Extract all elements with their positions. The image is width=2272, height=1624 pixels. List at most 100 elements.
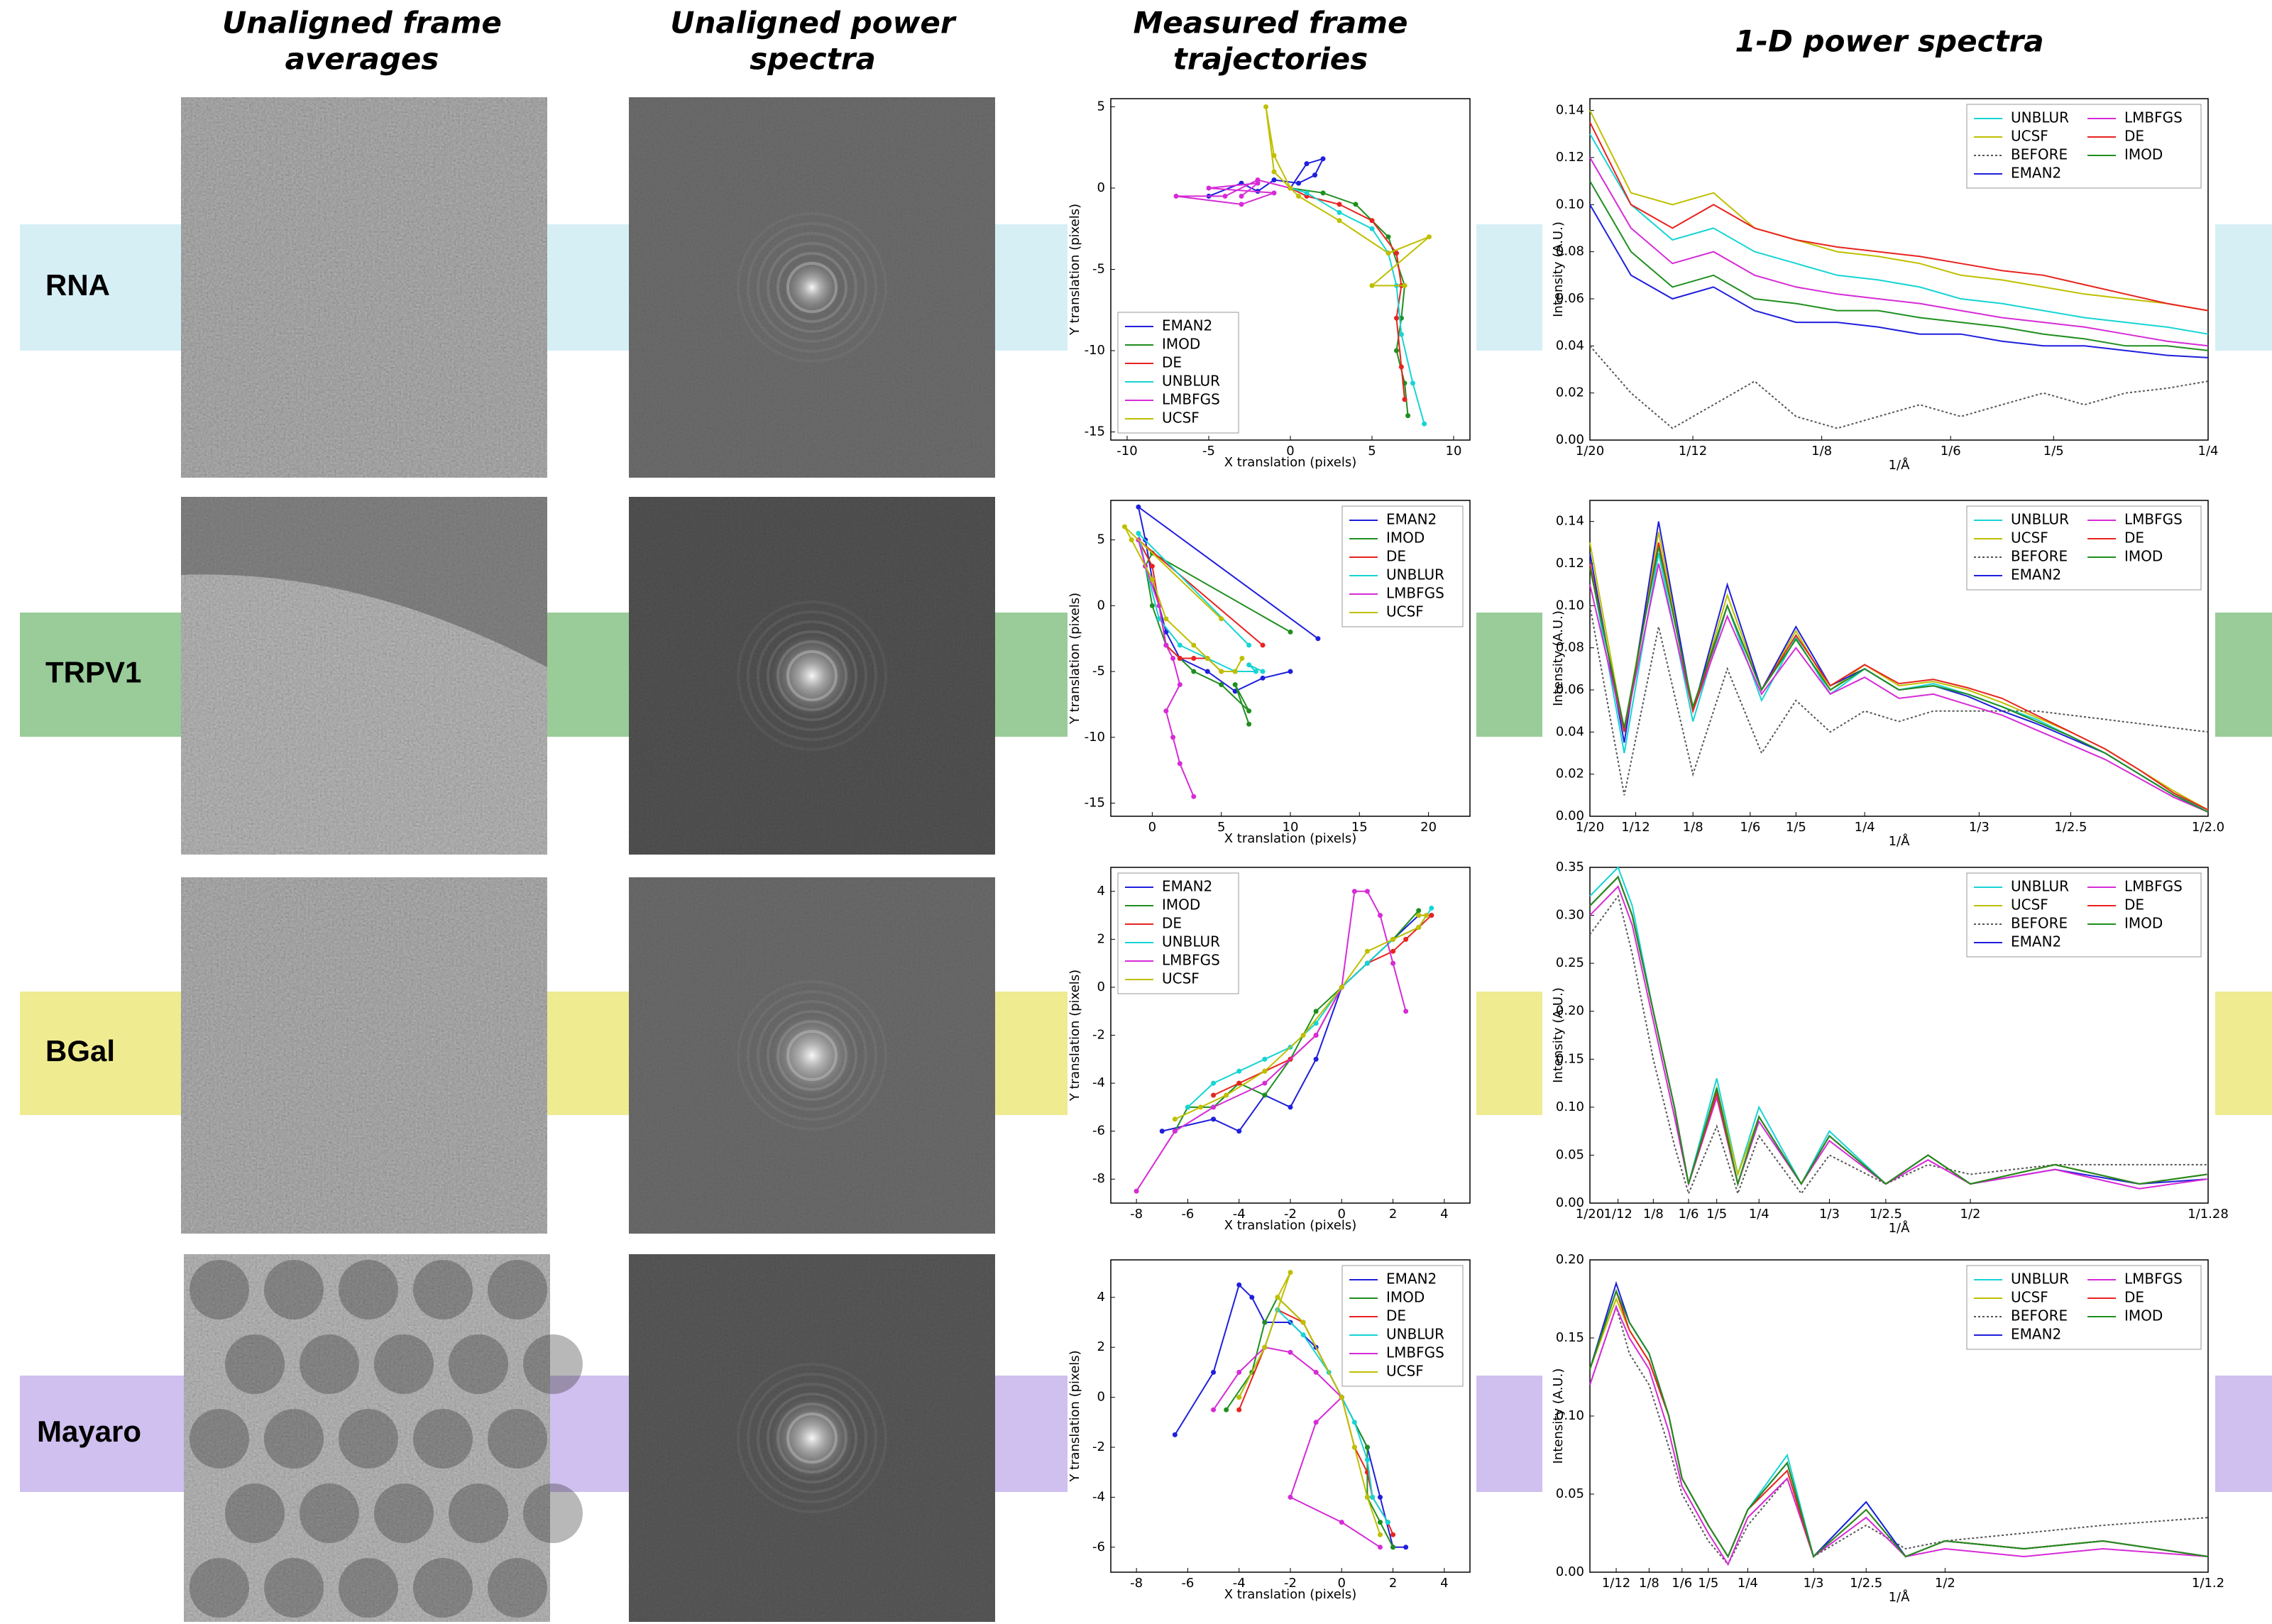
column-header: spectra	[750, 42, 876, 77]
row-label: Mayaro	[37, 1415, 141, 1448]
y-axis-label: Intensity (A.U.)	[1551, 221, 1566, 317]
y-tick-label: -2	[1092, 1028, 1105, 1043]
x-tick-label: 1/8	[1643, 1207, 1664, 1222]
x-tick-label: 1/8	[1683, 820, 1703, 835]
point	[1365, 889, 1370, 894]
particle	[264, 1558, 324, 1618]
point	[1378, 1520, 1383, 1525]
x-axis-label: 1/Å	[1889, 457, 1911, 473]
x-tick-label: 1/1.2	[2192, 1576, 2224, 1591]
x-axis-label: 1/Å	[1889, 1220, 1911, 1236]
legend-label: DE	[1386, 548, 1406, 565]
y-tick-label: 2	[1097, 1339, 1105, 1354]
point	[1236, 1370, 1241, 1375]
point	[1390, 937, 1395, 942]
point	[1262, 1057, 1267, 1062]
point	[1185, 1104, 1190, 1109]
point	[1305, 190, 1310, 195]
x-axis-label: 1/Å	[1889, 1589, 1911, 1605]
point	[1288, 1350, 1293, 1355]
point	[1427, 234, 1432, 239]
y-axis-label: Intensity (A.U.)	[1551, 610, 1566, 706]
point	[1378, 1532, 1383, 1537]
micrograph-noise	[181, 877, 547, 1234]
legend-label: DE	[1162, 354, 1182, 371]
legend-label: UNBLUR	[1386, 566, 1444, 583]
point	[1191, 656, 1196, 661]
point	[1239, 202, 1244, 207]
particle	[300, 1334, 359, 1394]
point	[1301, 1320, 1306, 1325]
point	[1403, 283, 1407, 288]
point	[1314, 1033, 1319, 1038]
legend-label: EMAN2	[2011, 933, 2061, 950]
point	[1314, 1420, 1319, 1425]
y-tick-label: 0.04	[1556, 338, 1584, 353]
point	[1352, 889, 1357, 894]
point	[1394, 316, 1399, 321]
legend-label: UNBLUR	[2011, 109, 2069, 126]
center-spot	[769, 1395, 855, 1481]
legend-label: UCSF	[2011, 530, 2048, 547]
point	[1261, 642, 1266, 647]
point	[1337, 218, 1342, 223]
point	[1272, 153, 1277, 158]
legend-label: EMAN2	[2011, 1326, 2061, 1343]
y-tick-label: 0.00	[1556, 1564, 1584, 1579]
column-header: trajectories	[1173, 42, 1368, 77]
legend-label: IMOD	[1162, 896, 1200, 914]
x-tick-label: 1/5	[1706, 1207, 1727, 1222]
particle	[264, 1260, 324, 1320]
point	[1178, 761, 1182, 766]
x-tick-label: 1/8	[1639, 1576, 1659, 1591]
y-tick-label: -5	[1092, 664, 1105, 679]
y-axis-label: Intensity (A.U.)	[1551, 987, 1566, 1083]
x-tick-label: 1/6	[1679, 1207, 1699, 1222]
point	[1399, 332, 1404, 337]
legend-label: UCSF	[1386, 603, 1424, 620]
point	[1205, 669, 1210, 674]
particle	[413, 1260, 473, 1320]
point	[1416, 913, 1421, 918]
center-spot	[784, 259, 840, 316]
point	[1191, 642, 1196, 647]
particle	[374, 1334, 434, 1394]
y-tick-label: 0.14	[1556, 103, 1584, 118]
point	[1352, 1420, 1357, 1425]
point	[1301, 1033, 1306, 1038]
legend-label: EMAN2	[2011, 165, 2061, 182]
point	[1314, 1370, 1319, 1375]
point	[1399, 364, 1404, 369]
particle	[449, 1483, 508, 1543]
point	[1261, 669, 1266, 674]
point	[1129, 537, 1134, 542]
point	[1365, 949, 1370, 954]
point	[1429, 906, 1434, 911]
x-tick-label: -6	[1181, 1576, 1194, 1591]
point	[1416, 908, 1421, 913]
x-tick-label: -10	[1116, 444, 1137, 459]
x-tick-label: 1/3	[1804, 1576, 1824, 1591]
particle	[225, 1483, 285, 1543]
particle	[523, 1334, 583, 1394]
particle	[190, 1558, 249, 1618]
y-tick-label: 0.00	[1556, 432, 1584, 447]
point	[1312, 172, 1317, 177]
y-tick-label: 4	[1097, 1290, 1105, 1305]
x-tick-label: 1/8	[1811, 444, 1832, 459]
x-tick-label: 1/2.5	[1850, 1576, 1882, 1591]
particle	[488, 1409, 547, 1469]
point	[1163, 642, 1168, 647]
legend-label: IMOD	[1386, 530, 1425, 547]
chart: 0510152050-5-10-15X translation (pixels)…	[1068, 497, 1476, 855]
y-tick-label: 4	[1097, 884, 1105, 899]
point	[1339, 1520, 1344, 1525]
legend-label: UCSF	[2011, 896, 2048, 914]
legend-label: UCSF	[2011, 1289, 2048, 1306]
legend-label: DE	[2124, 896, 2144, 914]
point	[1429, 913, 1434, 918]
row-label: RNA	[45, 268, 110, 302]
legend-label: BEFORE	[2011, 915, 2068, 932]
micrograph-noise	[181, 97, 547, 478]
x-tick-label: 10	[1446, 444, 1462, 459]
